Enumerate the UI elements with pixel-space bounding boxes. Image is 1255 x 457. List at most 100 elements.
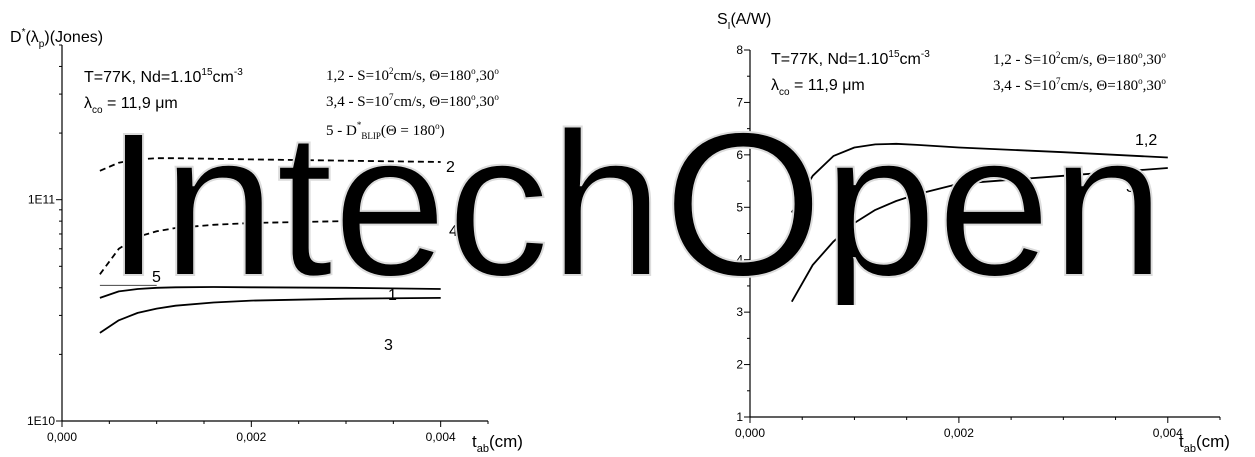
detectivity-chart: D*(λp)(Jones) tab(cm) T=77K, Nd=1.1015cm… — [10, 27, 523, 455]
chart2-xlabel-sub: ab — [1184, 443, 1196, 455]
chart1-leg1-e: o — [494, 66, 499, 76]
chart1-cond-b-sub: co — [92, 105, 103, 116]
chart1-y-tick-label: 1E10 — [27, 414, 55, 428]
chart1-xlabel-sub: ab — [477, 443, 489, 455]
chart2-leg2-e: o — [1161, 76, 1166, 86]
chart1-xlabel: tab(cm) — [472, 432, 523, 455]
chart1-cond-a-unit: cm — [213, 69, 234, 86]
chart2-x-tick-label: 0,002 — [944, 426, 974, 440]
svg-text:D*(λp)(Jones): D*(λp)(Jones) — [10, 27, 103, 50]
chart1-series-label-3: 3 — [384, 337, 393, 354]
chart1-cond-a-unit-sup: -3 — [234, 67, 243, 78]
chart2-leg2-c: o — [1138, 76, 1143, 86]
chart2-y-tick-label: 2 — [736, 358, 743, 372]
chart1-leg1-sup: 2 — [389, 66, 394, 76]
chart1-ylabel-rest: )(Jones) — [44, 29, 103, 46]
chart1-series-label-1: 1 — [388, 287, 397, 304]
chart2-x-tick-label: 0,000 — [735, 426, 765, 440]
chart1-xlabel-main: t — [472, 432, 477, 451]
chart2-cond-a-unit-sup: -3 — [921, 49, 930, 60]
chart2-ylabel-rest: (A/W) — [730, 11, 771, 28]
chart2-cond-a-sup: 15 — [888, 49, 900, 60]
svg-text:3,4 - S=107cm/s, Θ=180o,30o: 3,4 - S=107cm/s, Θ=180o,30o — [993, 76, 1166, 94]
chart2-y-tick-label: 6 — [736, 148, 743, 162]
chart1-leg2-a: 3,4 - S=10 — [326, 94, 389, 110]
svg-text:1,2 - S=102cm/s, Θ=180o,30o: 1,2 - S=102cm/s, Θ=180o,30o — [993, 50, 1166, 68]
chart1-leg2-e: o — [494, 92, 499, 102]
chart2-ylabel-main: S — [717, 11, 728, 28]
chart1-leg1-c: o — [471, 66, 476, 76]
chart1-leg2-sup: 7 — [389, 92, 394, 102]
svg-text:λco = 11,9 μm: λco = 11,9 μm — [771, 77, 865, 98]
chart2-leg2-sup: 7 — [1056, 76, 1061, 86]
chart1-x-tick-label: 0,000 — [47, 430, 77, 444]
chart2-leg2-b: cm/s, Θ=180 — [1061, 78, 1139, 94]
chart2-series-label-1-2: 1,2 — [1135, 132, 1157, 149]
chart2-condition-a: T=77K, Nd=1.1015cm-3 — [771, 49, 930, 68]
chart1-leg3-sup: * — [357, 120, 362, 130]
chart1-leg1-a: 1,2 - S=10 — [326, 68, 389, 84]
chart1-condition-a: T=77K, Nd=1.1015cm-3 — [84, 67, 243, 86]
chart1-legend-line-2: 3,4 - S=107cm/s, Θ=180o,30o — [326, 92, 499, 110]
chart1-series-label-2: 2 — [446, 159, 455, 176]
chart1-cond-a-text: T=77K, Nd=1.10 — [84, 69, 202, 86]
chart1-leg3-a: 5 - D — [326, 123, 357, 139]
chart2-cond-b-pre: λ — [771, 77, 779, 94]
chart1-x-tick-label: 0,004 — [426, 430, 456, 444]
chart2-ylabel: SI(A/W) — [717, 11, 771, 32]
chart1-leg2-b: cm/s, Θ=180 — [394, 94, 472, 110]
chart1-ylabel: D*(λp)(Jones) — [10, 27, 103, 50]
chart2-y-tick-label: 7 — [736, 95, 743, 109]
chart1-legend-line-3: 5 - D*BLIP(Θ = 180o) — [326, 120, 445, 141]
svg-text:λco = 11,9 μm: λco = 11,9 μm — [84, 95, 178, 116]
chart1-xlabel-rest: (cm) — [489, 432, 523, 451]
chart2-series-label-3-4: 3,4 — [1126, 179, 1148, 196]
chart2-cond-a-text: T=77K, Nd=1.10 — [771, 51, 889, 68]
chart1-plot-area: 0,000 0,002 0,004 1E10 1E11 1 2 3 4 5 — [27, 44, 489, 444]
chart1-x-tick-label: 0,002 — [236, 430, 266, 444]
chart1-series-2 — [99, 157, 441, 172]
chart2-x-tick-label: 0,004 — [1153, 426, 1183, 440]
chart1-series-label-4: 4 — [449, 223, 458, 240]
chart1-condition-b: λco = 11,9 μm — [84, 95, 178, 116]
chart2-y-tick-label: 3 — [736, 305, 743, 319]
chart1-leg3-d: ) — [440, 123, 445, 139]
responsivity-chart: SI(A/W) tab(cm) T=77K, Nd=1.1015cm-3 λco… — [717, 11, 1230, 455]
chart2-leg2-a: 3,4 - S=10 — [993, 78, 1056, 94]
chart1-leg3-b: (Θ = 180 — [381, 123, 435, 139]
chart2-leg1-b: cm/s, Θ=180 — [1061, 52, 1139, 68]
chart1-leg1-d: ,30 — [476, 68, 495, 84]
chart1-legend-line-1: 1,2 - S=102cm/s, Θ=180o,30o — [326, 66, 499, 84]
chart2-legend-line-1: 1,2 - S=102cm/s, Θ=180o,30o — [993, 50, 1166, 68]
chart2-xlabel-rest: (cm) — [1196, 432, 1230, 451]
chart1-cond-a-sup: 15 — [201, 67, 213, 78]
svg-text:tab(cm): tab(cm) — [1179, 432, 1230, 455]
svg-text:1,2 - S=102cm/s, Θ=180o,30o: 1,2 - S=102cm/s, Θ=180o,30o — [326, 66, 499, 84]
chart2-xlabel: tab(cm) — [1179, 432, 1230, 455]
chart2-legend-line-2: 3,4 - S=107cm/s, Θ=180o,30o — [993, 76, 1166, 94]
svg-text:tab(cm): tab(cm) — [472, 432, 523, 455]
chart1-leg2-d: ,30 — [476, 94, 495, 110]
svg-text:3,4 - S=107cm/s, Θ=180o,30o: 3,4 - S=107cm/s, Θ=180o,30o — [326, 92, 499, 110]
chart2-series-1-2 — [791, 142, 1168, 213]
chart2-leg1-a: 1,2 - S=10 — [993, 52, 1056, 68]
chart1-ylabel-sub: p — [39, 39, 45, 50]
chart1-series-1 — [99, 286, 441, 299]
chart1-y-tick-label: 1E11 — [28, 193, 55, 207]
svg-text:SI(A/W): SI(A/W) — [717, 11, 771, 32]
chart2-cond-b-sub: co — [779, 87, 790, 98]
chart1-cond-b-pre: λ — [84, 95, 92, 112]
chart2-cond-a-unit: cm — [900, 51, 921, 68]
svg-text:5 - D*BLIP(Θ = 180o): 5 - D*BLIP(Θ = 180o) — [326, 120, 445, 141]
chart1-leg3-sub: BLIP — [361, 131, 381, 141]
chart2-y-tick-label: 4 — [736, 253, 743, 267]
chart2-plot-area: 0,000 0,002 0,004 1 2 3 4 5 6 7 8 1,2 3,4 — [735, 43, 1221, 440]
chart1-leg1-b: cm/s, Θ=180 — [394, 68, 472, 84]
chart1-series-label-5: 5 — [152, 269, 161, 286]
chart2-ylabel-sub: I — [728, 21, 731, 32]
chart2-leg2-d: ,30 — [1143, 78, 1162, 94]
chart2-condition-b: λco = 11,9 μm — [771, 77, 865, 98]
svg-text:T=77K, Nd=1.1015cm-3: T=77K, Nd=1.1015cm-3 — [84, 67, 243, 86]
svg-text:T=77K, Nd=1.1015cm-3: T=77K, Nd=1.1015cm-3 — [771, 49, 930, 68]
chart2-leg1-c: o — [1138, 50, 1143, 60]
